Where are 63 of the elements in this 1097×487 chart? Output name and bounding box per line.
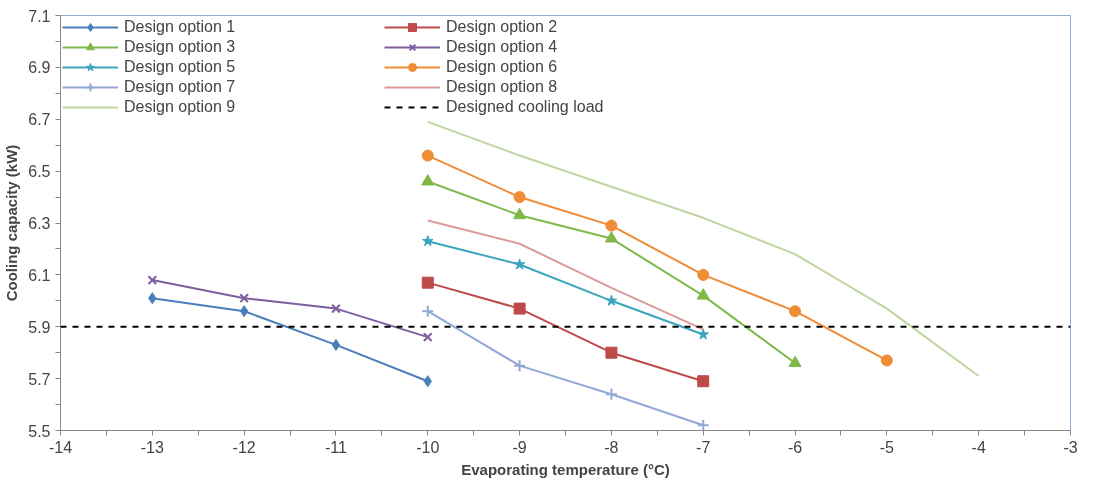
- point: [513, 191, 526, 204]
- point: [513, 359, 527, 373]
- x-tick-label: -6: [787, 438, 803, 456]
- point: [605, 346, 618, 359]
- point: [696, 288, 710, 300]
- x-tick-label: -7: [696, 438, 711, 456]
- y-tick-label: 5.5: [28, 422, 51, 440]
- x-tick-label: -10: [416, 438, 440, 456]
- legend-label: Designed cooling load: [446, 98, 605, 116]
- y-tick-label: 7.1: [28, 7, 51, 25]
- point: [331, 338, 341, 351]
- point: [604, 387, 618, 401]
- point: [421, 174, 435, 186]
- x-tick-label: -12: [232, 438, 256, 456]
- legend-label: Design option 6: [446, 58, 559, 76]
- point: [513, 302, 526, 315]
- x-tick-label: -5: [879, 438, 895, 456]
- point: [421, 304, 435, 318]
- y-axis-title: Cooling capacity (kW): [3, 144, 21, 302]
- point: [788, 355, 802, 368]
- legend-label: Design option 4: [446, 38, 559, 56]
- x-axis-title: Evaporating temperature (°C): [461, 460, 670, 478]
- point: [789, 305, 802, 318]
- y-tick-label: 5.9: [28, 318, 51, 336]
- point: [422, 332, 433, 343]
- point: [513, 207, 527, 220]
- y-tick-label: 6.3: [28, 215, 51, 232]
- point: [239, 305, 249, 318]
- y-tick-label: 6.9: [28, 59, 51, 77]
- y-tick-label: 6.7: [28, 111, 51, 129]
- point: [697, 375, 710, 388]
- legend-label: Design option 7: [124, 78, 237, 96]
- point: [513, 258, 526, 270]
- x-tick-label: -11: [324, 438, 348, 456]
- y-tick-label: 6.1: [28, 266, 51, 284]
- x-tick-label: -14: [48, 438, 73, 456]
- y-tick-label: 5.7: [28, 370, 51, 388]
- legend-label: Design option 8: [446, 78, 559, 96]
- legend-label: Design option 9: [124, 98, 237, 116]
- point: [697, 328, 709, 340]
- line-series: [426, 120, 980, 378]
- point: [239, 293, 250, 304]
- point: [421, 149, 434, 162]
- x-tick-label: -9: [512, 438, 527, 456]
- x-tick-label: -13: [140, 438, 164, 456]
- point: [605, 294, 618, 306]
- legend-label: Design option 1: [124, 18, 237, 36]
- point: [880, 354, 893, 367]
- y-tick-label: 6.5: [28, 163, 51, 181]
- legend-label: Design option 5: [124, 58, 237, 76]
- point: [421, 276, 434, 289]
- legend-label: Design option 2: [446, 18, 559, 36]
- x-tick-label: -4: [971, 438, 986, 456]
- point: [147, 275, 158, 285]
- point: [331, 303, 341, 314]
- point: [605, 219, 618, 232]
- point: [422, 235, 434, 247]
- legend-label: Design option 3: [124, 38, 237, 56]
- point: [696, 418, 710, 431]
- x-tick-label: -3: [1063, 438, 1078, 456]
- x-tick-label: -8: [604, 438, 619, 456]
- point: [697, 268, 710, 281]
- point: [604, 231, 618, 243]
